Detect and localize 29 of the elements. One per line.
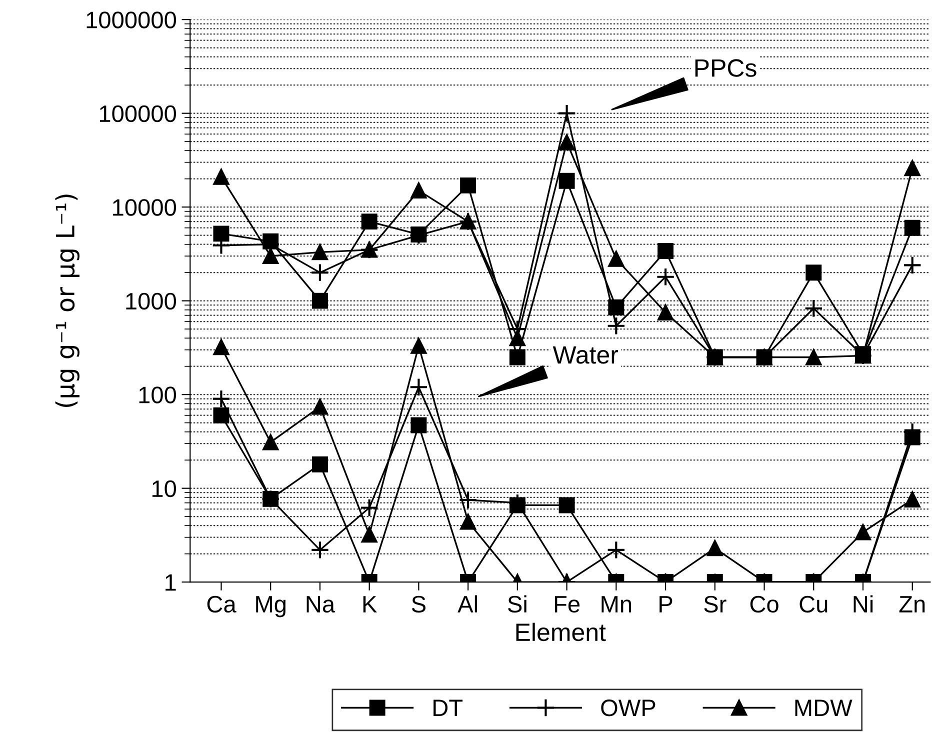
y-tick-label: 1000000 (86, 12, 176, 28)
y-tick-label: 10 (152, 480, 176, 498)
legend-label: OWP (601, 700, 656, 716)
x-tick-label: Mn (602, 596, 632, 612)
x-tick-label: Cu (800, 596, 828, 613)
y-tick-label: 1000 (126, 292, 176, 310)
x-axis-title: Element (516, 622, 606, 642)
x-tick-label: Ca (207, 596, 236, 613)
x-tick-label: Na (306, 596, 336, 613)
x-tick-label: Sr (704, 596, 726, 613)
y-tick-label: 10000 (113, 199, 176, 216)
x-tick-label: Ni (854, 595, 873, 612)
x-tick-label: Si (508, 595, 526, 613)
x-tick-label: Al (458, 595, 477, 612)
annotation: Water (552, 346, 618, 364)
y-tick-label: 100 (139, 386, 176, 404)
y-tick-label: 1 (166, 574, 176, 591)
legend-label: MDW (795, 700, 852, 716)
legend-label: DT (434, 700, 463, 716)
x-tick-label: Zn (899, 596, 925, 612)
x-tick-label: P (660, 596, 672, 612)
x-tick-label: Co (750, 596, 778, 613)
x-tick-label: K (363, 596, 377, 612)
y-axis-title: (μg g⁻¹ or μg L⁻¹) (55, 194, 80, 407)
x-tick-label: Fe (554, 596, 580, 613)
x-tick-label: Mg (256, 596, 286, 618)
y-tick-label: 100000 (100, 105, 176, 122)
x-tick-label: S (412, 596, 426, 613)
annotation: PPCs (695, 59, 756, 77)
